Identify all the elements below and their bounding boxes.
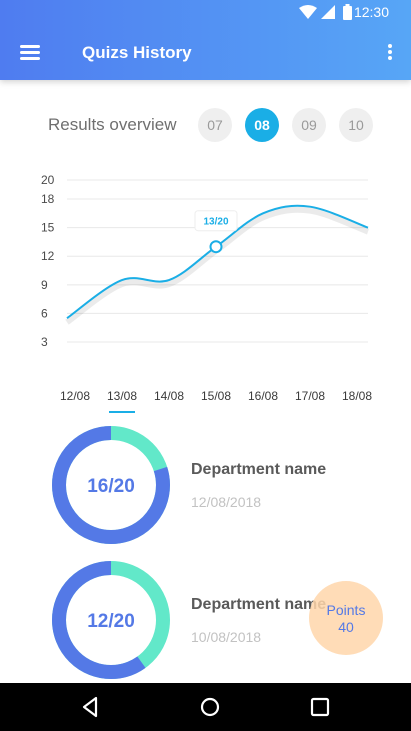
y-tick-label: 9: [41, 278, 48, 292]
donut-progress: [52, 561, 170, 679]
menu-icon-line: [20, 57, 40, 60]
y-tick-label: 15: [41, 221, 55, 235]
week-pill-08[interactable]: 08: [245, 108, 279, 142]
week-pill-10[interactable]: 10: [339, 108, 373, 142]
y-tick-label: 12: [41, 249, 55, 263]
more-options-button[interactable]: [385, 40, 395, 64]
department-name: Department name: [191, 596, 327, 613]
menu-icon: [20, 45, 40, 48]
department-name: Department name: [191, 461, 327, 478]
x-tick-label: 13/08: [107, 389, 137, 403]
wifi-icon: [299, 5, 317, 19]
y-tick-label: 20: [41, 173, 55, 187]
results-overview-label: Results overview: [48, 115, 177, 134]
score-item[interactable]: 12/20 Department name 10/08/2018: [0, 559, 411, 689]
data-point-marker: [209, 240, 223, 254]
points-button[interactable]: Points 40: [309, 581, 383, 655]
x-tick-label: 16/08: [248, 389, 278, 403]
donut-progress: [52, 426, 170, 544]
y-tick-label: 6: [41, 306, 48, 320]
tooltip-box: [194, 210, 238, 232]
y-tick-label: 3: [41, 335, 48, 349]
week-pill-09[interactable]: 09: [292, 108, 326, 142]
x-tick-label: 14/08: [154, 389, 184, 403]
signal-icon: [321, 5, 335, 19]
page-title: Quizs History: [82, 43, 192, 62]
score-item[interactable]: 16/20 Department name 12/08/2018: [0, 424, 411, 554]
y-tick-label: 18: [41, 192, 55, 206]
x-tick-label: 12/08: [60, 389, 90, 403]
more-vert-icon: [388, 44, 392, 48]
score-donut: 16/20: [52, 426, 170, 544]
week-pill-07[interactable]: 07: [198, 108, 232, 142]
more-vert-icon-dot: [388, 50, 392, 54]
menu-icon-line: [20, 51, 40, 54]
system-navigation-bar: [0, 683, 411, 731]
quiz-date: 12/08/2018: [191, 494, 262, 510]
results-line-chart: 20 18 15 12 9 6 3 12/08 13/08 14/08 15/08 16/08 17/0…: [41, 173, 372, 413]
home-icon[interactable]: [198, 695, 222, 719]
status-bar: 12:30: [211, 0, 411, 24]
tooltip-label: 13/20: [203, 217, 228, 228]
score-value: 12/20: [87, 611, 135, 632]
battery-icon: [343, 4, 352, 20]
points-label: Points: [326, 602, 366, 618]
quiz-date: 10/08/2018: [191, 629, 262, 645]
score-donut: 12/20: [52, 561, 170, 679]
status-time: 12:30: [353, 4, 389, 20]
score-value: 16/20: [87, 476, 135, 497]
back-icon[interactable]: [78, 695, 102, 719]
app-bar: 12:30 Quizs History: [0, 0, 411, 80]
recents-icon[interactable]: [308, 695, 332, 719]
more-vert-icon-dot: [388, 56, 392, 60]
menu-button[interactable]: [18, 40, 44, 64]
x-tick-label: 18/08: [342, 389, 372, 403]
x-tick-label: 17/08: [295, 389, 325, 403]
points-value: 40: [338, 619, 354, 635]
x-tick-label: 15/08: [201, 389, 231, 403]
